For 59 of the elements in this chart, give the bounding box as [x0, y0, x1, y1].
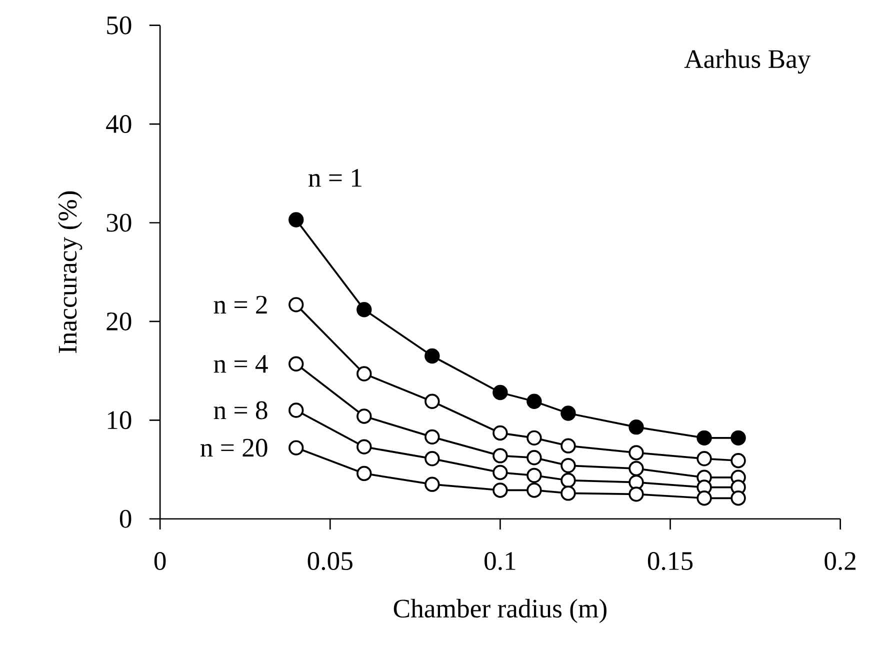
point: [288, 356, 304, 372]
point: [696, 430, 712, 446]
point: [424, 394, 440, 410]
point: [492, 482, 508, 498]
point: [424, 476, 440, 492]
point: [628, 420, 644, 435]
point: [560, 406, 576, 422]
point: [492, 426, 508, 441]
point: [730, 453, 746, 468]
point: [730, 430, 746, 446]
y-axis-title: Inaccuracy (%): [58, 192, 82, 354]
point: [696, 451, 712, 466]
point: [526, 482, 542, 498]
point: [288, 440, 304, 456]
y-tick-label: 0: [120, 510, 132, 528]
point: [356, 302, 372, 318]
point: [424, 348, 440, 364]
point: [628, 461, 644, 476]
annotation: Aarhus Bay: [684, 50, 811, 74]
point: [288, 212, 304, 228]
x-tick-label: 0.05: [308, 552, 352, 570]
point: [288, 297, 304, 312]
point: [424, 451, 440, 466]
x-tick-label: 0.15: [648, 552, 693, 570]
point: [526, 430, 542, 446]
point: [526, 468, 542, 484]
y-tick-label: 50: [107, 16, 132, 35]
x-tick-label: 0: [154, 552, 166, 570]
point: [356, 439, 372, 455]
point: [526, 450, 542, 466]
point: [424, 430, 440, 445]
point: [560, 486, 576, 502]
y-tick-label: 10: [108, 411, 132, 430]
x-tick-label: 0.1: [484, 552, 516, 570]
series-label: n = 4: [214, 355, 268, 373]
point: [288, 402, 304, 418]
series-label: n = 2: [214, 296, 267, 314]
point: [628, 486, 644, 502]
point: [696, 490, 712, 506]
point: [492, 448, 508, 464]
point: [356, 466, 372, 482]
point: [356, 408, 372, 424]
y-tick-label: 30: [106, 214, 132, 232]
x-tick-label: 0.2: [824, 552, 856, 570]
point: [560, 458, 576, 474]
point: [730, 490, 746, 506]
x-axis-title: Chamber radius (m): [394, 599, 606, 624]
point: [492, 385, 508, 400]
series-label: n = 1: [308, 169, 362, 187]
point: [526, 394, 542, 410]
series-label: n = 8: [214, 401, 268, 420]
y-tick-label: 40: [106, 115, 132, 134]
point: [492, 465, 508, 480]
series-label: n = 20: [200, 438, 268, 457]
point: [560, 438, 576, 454]
y-tick-label: 20: [106, 312, 132, 331]
point: [560, 472, 576, 488]
point: [628, 445, 644, 461]
point: [356, 366, 372, 382]
